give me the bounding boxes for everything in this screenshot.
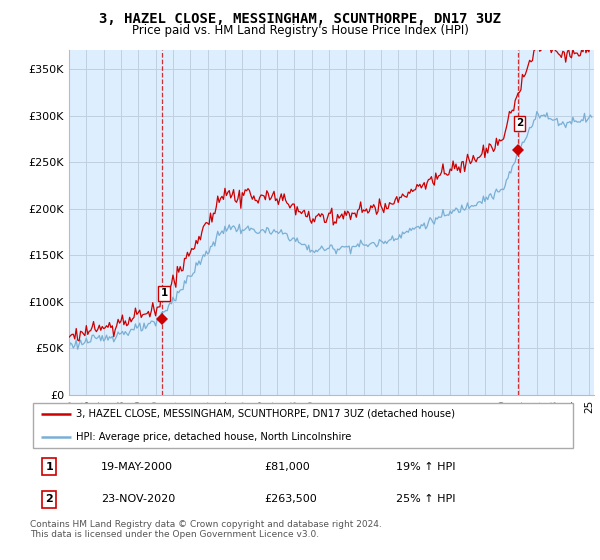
Text: 1: 1 (160, 288, 167, 298)
Text: HPI: Average price, detached house, North Lincolnshire: HPI: Average price, detached house, Nort… (76, 432, 352, 442)
Text: 1: 1 (45, 461, 53, 472)
Text: 3, HAZEL CLOSE, MESSINGHAM, SCUNTHORPE, DN17 3UZ (detached house): 3, HAZEL CLOSE, MESSINGHAM, SCUNTHORPE, … (76, 409, 455, 419)
Text: 2: 2 (45, 494, 53, 505)
Text: Contains HM Land Registry data © Crown copyright and database right 2024.
This d: Contains HM Land Registry data © Crown c… (30, 520, 382, 539)
Text: 19-MAY-2000: 19-MAY-2000 (101, 461, 173, 472)
FancyBboxPatch shape (33, 403, 573, 449)
Text: £263,500: £263,500 (265, 494, 317, 505)
Text: 3, HAZEL CLOSE, MESSINGHAM, SCUNTHORPE, DN17 3UZ: 3, HAZEL CLOSE, MESSINGHAM, SCUNTHORPE, … (99, 12, 501, 26)
Text: 2: 2 (516, 119, 523, 128)
Text: 23-NOV-2020: 23-NOV-2020 (101, 494, 175, 505)
Text: £81,000: £81,000 (265, 461, 311, 472)
Text: 19% ↑ HPI: 19% ↑ HPI (396, 461, 455, 472)
Text: Price paid vs. HM Land Registry's House Price Index (HPI): Price paid vs. HM Land Registry's House … (131, 24, 469, 36)
Text: 25% ↑ HPI: 25% ↑ HPI (396, 494, 455, 505)
